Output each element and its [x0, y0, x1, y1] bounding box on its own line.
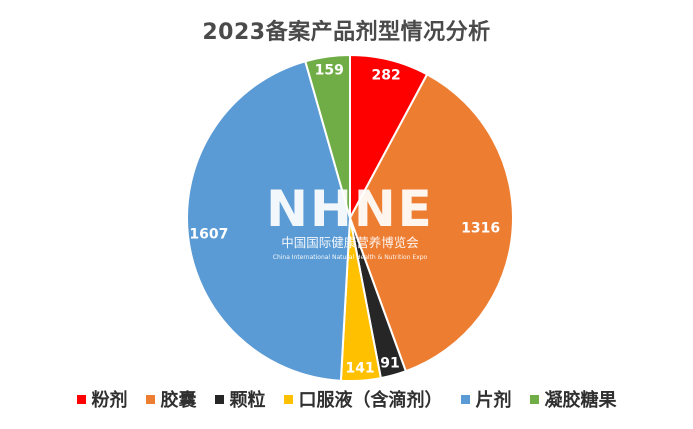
data-label-3: 141	[345, 361, 374, 377]
legend-label: 凝胶糖果	[544, 390, 617, 411]
pie-slice-5	[304, 53, 351, 219]
legend-swatch	[283, 394, 293, 404]
legend-label: 口服液（含滴剂）	[298, 390, 443, 411]
data-label-0: 282	[371, 67, 400, 83]
legend-item-0: 粉剂	[76, 386, 128, 412]
chart-title: 2023备案产品剂型情况分析	[202, 20, 491, 45]
legend-item-3: 口服液（含滴剂）	[283, 386, 443, 412]
legend-item-2: 颗粒	[214, 386, 266, 412]
watermark-en: China International Natural Health & Nut…	[273, 254, 428, 261]
legend-swatch	[145, 394, 155, 404]
data-label-4: 1607	[189, 227, 228, 243]
legend-label: 颗粒	[229, 390, 266, 411]
legend-label: 粉剂	[91, 390, 128, 411]
pie-slice-1	[348, 73, 514, 373]
nhne-watermark: NHNE 中国国际健康营养博览会 China International Nat…	[266, 180, 434, 261]
pie-slice-4	[186, 60, 352, 382]
legend-swatch	[460, 394, 470, 404]
data-label-5: 159	[315, 62, 344, 78]
data-label-2: 91	[380, 356, 399, 372]
legend-swatch	[214, 394, 224, 404]
legend-label: 片剂	[475, 390, 512, 411]
data-label-1: 1316	[461, 220, 500, 236]
legend-swatch	[529, 394, 539, 404]
chart-legend: 粉剂 胶囊 颗粒 口服液（含滴剂） 片剂 凝胶糖果	[0, 386, 693, 412]
legend-item-4: 片剂	[460, 386, 512, 412]
watermark-logo: NHNE	[266, 180, 434, 238]
legend-item-5: 凝胶糖果	[529, 386, 617, 412]
watermark-cn: 中国国际健康营养博览会	[281, 235, 419, 250]
legend-label: 胶囊	[160, 390, 197, 411]
legend-item-1: 胶囊	[145, 386, 197, 412]
legend-swatch	[76, 394, 86, 404]
